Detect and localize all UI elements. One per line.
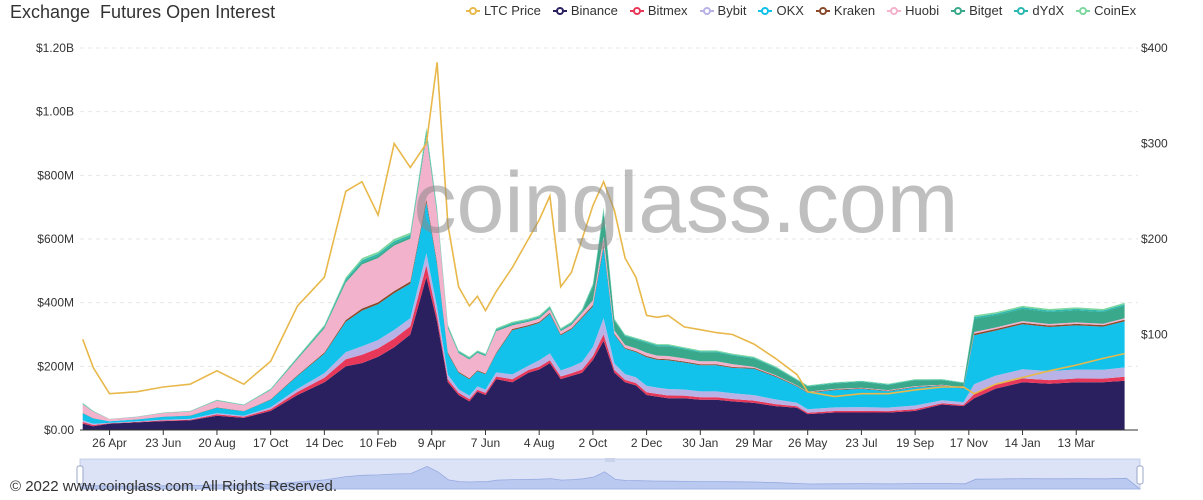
legend-label: Huobi bbox=[905, 3, 940, 18]
x-tick-label: 4 Aug bbox=[524, 436, 555, 450]
legend-swatch-icon bbox=[887, 6, 902, 16]
legend-item-bitmex[interactable]: Bitmex bbox=[629, 3, 688, 18]
legend-label: CoinEx bbox=[1094, 3, 1137, 18]
x-tick-label: 13 Mar bbox=[1058, 436, 1095, 450]
x-tick-label: 23 Jun bbox=[145, 436, 181, 450]
legend-item-bybit[interactable]: Bybit bbox=[699, 3, 747, 18]
legend-swatch-icon bbox=[951, 6, 966, 16]
legend-swatch-icon bbox=[1014, 6, 1029, 16]
x-tick-label: 14 Jan bbox=[1005, 436, 1041, 450]
x-tick-label: 17 Nov bbox=[950, 436, 988, 450]
legend-item-coinex[interactable]: CoinEx bbox=[1076, 3, 1136, 18]
y-left-tick-label: $1.20B bbox=[36, 41, 74, 55]
legend-item-huobi[interactable]: Huobi bbox=[887, 3, 939, 18]
legend-label: LTC Price bbox=[484, 3, 541, 18]
legend-swatch-icon bbox=[815, 6, 830, 16]
legend-item-okx[interactable]: OKX bbox=[758, 3, 804, 18]
y-right-tick-label: $100 bbox=[1141, 328, 1168, 342]
x-tick-label: 20 Aug bbox=[198, 436, 235, 450]
legend-swatch-icon bbox=[552, 6, 567, 16]
y-left-tick-label: $200M bbox=[37, 359, 74, 373]
legend-label: Binance bbox=[570, 3, 618, 18]
y-right-tick-label: $300 bbox=[1141, 137, 1168, 151]
legend-label: OKX bbox=[776, 3, 804, 18]
x-tick-label: 17 Oct bbox=[253, 436, 289, 450]
x-tick-label: 19 Sep bbox=[896, 436, 934, 450]
slider-preview bbox=[79, 465, 1142, 490]
line-series-ltc-price bbox=[81, 62, 1125, 398]
legend-item-bitget[interactable]: Bitget bbox=[951, 3, 1002, 18]
area-series-okx bbox=[82, 202, 1125, 424]
slider-left-handle[interactable] bbox=[76, 465, 84, 485]
series-lines bbox=[81, 62, 1125, 398]
legend-swatch-icon bbox=[758, 6, 773, 16]
legend-label: Bitmex bbox=[647, 3, 688, 18]
legend-label: Kraken bbox=[833, 3, 876, 18]
legend-item-binance[interactable]: Binance bbox=[552, 3, 618, 18]
zoom-slider[interactable] bbox=[76, 458, 1144, 490]
stacked-areas bbox=[82, 127, 1125, 430]
area-series-binance bbox=[82, 277, 1125, 430]
legend-item-ltc-price[interactable]: LTC Price bbox=[466, 3, 541, 18]
y-left-tick-label: $800M bbox=[37, 168, 74, 182]
y-left-tick-label: $400M bbox=[37, 296, 74, 310]
x-tick-label: 29 Mar bbox=[735, 436, 772, 450]
chart-legend: LTC Price Binance Bitmex Bybit OKX Kraken Huob… bbox=[466, 3, 1148, 18]
copyright-footer: © 2022 www.coinglass.com. All Rights Res… bbox=[10, 478, 338, 495]
y-left-tick-label: $0.00 bbox=[44, 423, 74, 437]
x-tick-label: 9 Apr bbox=[418, 436, 446, 450]
legend-swatch-icon bbox=[699, 6, 714, 16]
x-tick-label: 23 Jul bbox=[845, 436, 877, 450]
x-tick-label: 14 Dec bbox=[305, 436, 343, 450]
legend-label: Bitget bbox=[969, 3, 1003, 18]
legend-item-dydx[interactable]: dYdX bbox=[1014, 3, 1064, 18]
x-tick-label: 26 May bbox=[788, 436, 827, 450]
y-left-tick-label: $600M bbox=[37, 232, 74, 246]
y-right-tick-label: $400 bbox=[1141, 41, 1168, 55]
x-tick-label: 10 Feb bbox=[359, 436, 397, 450]
legend-swatch-icon bbox=[1076, 6, 1091, 16]
x-tick-label: 2 Oct bbox=[579, 436, 608, 450]
legend-swatch-icon bbox=[466, 6, 480, 16]
slider-right-handle[interactable] bbox=[1136, 465, 1144, 485]
x-tick-label: 30 Jan bbox=[682, 436, 718, 450]
axes: $0.00 $200M $400M $600M $800M $1.00B $1.20B $10… bbox=[36, 41, 1168, 450]
slider-grip-icon[interactable] bbox=[605, 458, 615, 462]
legend-label: Bybit bbox=[717, 3, 747, 18]
x-tick-label: 2 Dec bbox=[631, 436, 662, 450]
x-tick-label: 7 Jun bbox=[471, 436, 500, 450]
slider-selection[interactable] bbox=[80, 459, 1140, 489]
x-tick-label: 26 Apr bbox=[92, 436, 127, 450]
legend-swatch-icon bbox=[629, 6, 644, 16]
legend-item-kraken[interactable]: Kraken bbox=[815, 3, 876, 18]
y-left-tick-label: $1.00B bbox=[36, 105, 74, 119]
watermark-text: coinglass.com bbox=[414, 155, 959, 251]
legend-label: dYdX bbox=[1032, 3, 1065, 18]
chart-title: Exchange Futures Open Interest bbox=[10, 2, 276, 22]
y-right-tick-label: $200 bbox=[1141, 232, 1168, 246]
